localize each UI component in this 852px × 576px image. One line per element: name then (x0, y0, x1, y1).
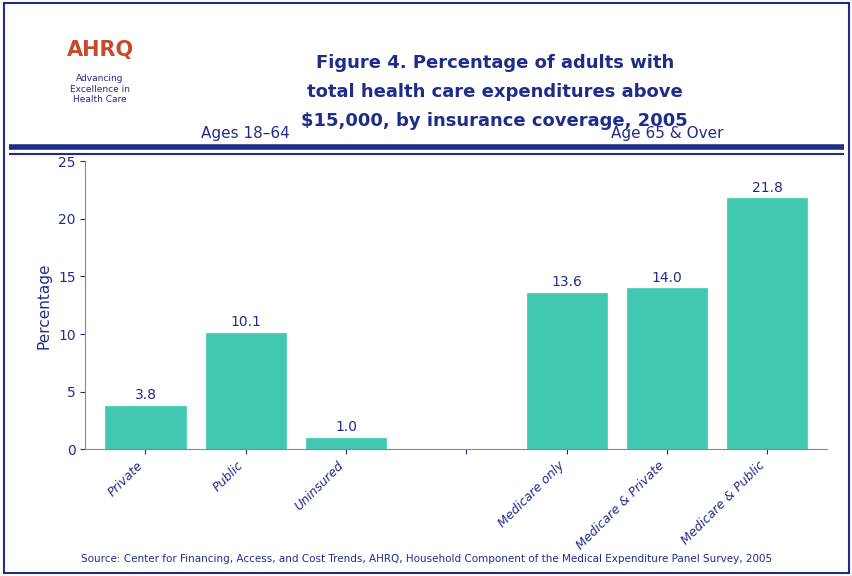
Bar (626, 288, 706, 449)
Bar (205, 333, 285, 449)
Text: $15,000, by insurance coverage, 2005: $15,000, by insurance coverage, 2005 (301, 112, 688, 130)
Y-axis label: Percentage: Percentage (36, 262, 51, 348)
Text: 3.8: 3.8 (135, 388, 156, 402)
Bar (106, 406, 186, 449)
Text: 10.1: 10.1 (230, 316, 261, 329)
Text: Advancing
Excellence in
Health Care: Advancing Excellence in Health Care (70, 74, 130, 104)
Text: 13.6: 13.6 (550, 275, 581, 289)
Text: total health care expenditures above: total health care expenditures above (307, 83, 682, 101)
Bar (306, 438, 386, 449)
Text: Source: Center for Financing, Access, and Cost Trends, AHRQ, Household Component: Source: Center for Financing, Access, an… (81, 555, 771, 564)
Bar (726, 198, 806, 449)
Text: 1.0: 1.0 (335, 420, 357, 434)
Text: AHRQ: AHRQ (66, 40, 134, 60)
Bar (526, 293, 606, 449)
Text: Ages 18–64: Ages 18–64 (201, 126, 290, 141)
Text: 14.0: 14.0 (651, 271, 682, 285)
Text: 21.8: 21.8 (751, 181, 782, 195)
Text: Figure 4. Percentage of adults with: Figure 4. Percentage of adults with (315, 54, 673, 73)
Text: Age 65 & Over: Age 65 & Over (610, 126, 722, 141)
